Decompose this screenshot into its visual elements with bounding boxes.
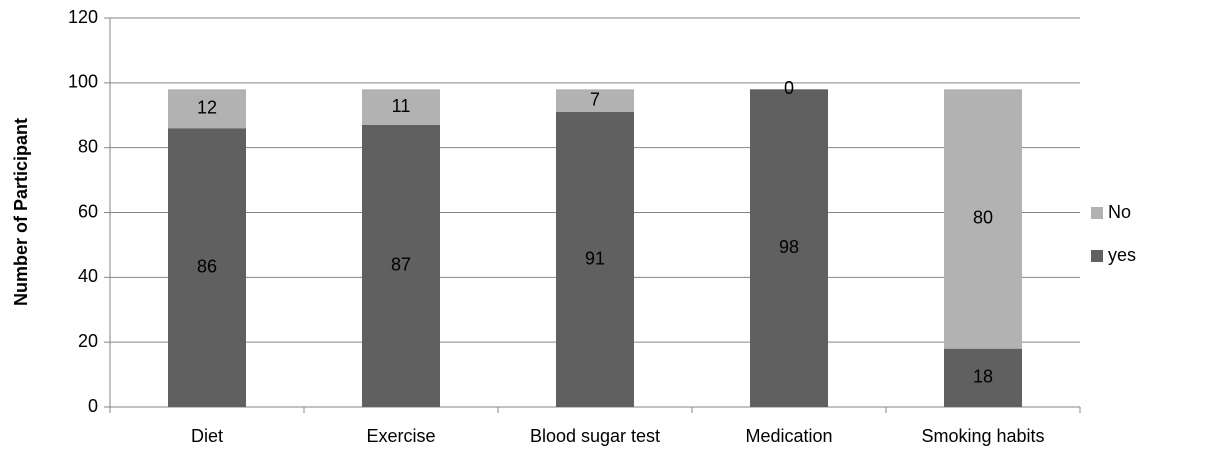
data-label: 98 bbox=[779, 237, 799, 257]
legend-swatch bbox=[1091, 207, 1103, 219]
x-tick-label: Medication bbox=[745, 426, 832, 446]
y-tick-label: 60 bbox=[78, 201, 98, 221]
x-tick-label: Smoking habits bbox=[921, 426, 1044, 446]
data-label: 11 bbox=[392, 96, 411, 116]
bar-segment bbox=[168, 128, 246, 407]
y-tick-label: 40 bbox=[78, 266, 98, 286]
y-tick-label: 0 bbox=[88, 396, 98, 416]
legend-label: yes bbox=[1108, 245, 1136, 265]
data-label: 80 bbox=[973, 208, 993, 228]
y-tick-label: 120 bbox=[68, 7, 98, 27]
bar-segment bbox=[556, 89, 634, 113]
data-label: 12 bbox=[197, 98, 217, 118]
y-tick-label: 100 bbox=[68, 72, 98, 92]
bar-segment bbox=[362, 124, 440, 407]
y-tick-label: 80 bbox=[78, 136, 98, 156]
bar-segment bbox=[944, 89, 1022, 349]
bar-segment bbox=[362, 89, 440, 125]
bar-segment bbox=[168, 89, 246, 129]
legend-label: No bbox=[1108, 202, 1131, 222]
legend-swatch bbox=[1091, 250, 1103, 262]
data-label: 87 bbox=[391, 255, 411, 275]
data-label: 0 bbox=[784, 78, 794, 98]
data-label: 7 bbox=[590, 89, 600, 109]
bar-segment bbox=[556, 112, 634, 407]
data-label: 18 bbox=[973, 367, 993, 387]
x-tick-label: Diet bbox=[191, 426, 223, 446]
x-tick-label: Exercise bbox=[366, 426, 435, 446]
x-tick-label: Blood sugar test bbox=[530, 426, 660, 446]
bar-segment bbox=[944, 348, 1022, 407]
bar-segment bbox=[750, 89, 828, 408]
data-label: 86 bbox=[197, 256, 217, 276]
y-axis-title: Number of Participant bbox=[11, 118, 31, 306]
data-label: 91 bbox=[585, 248, 605, 268]
y-tick-label: 20 bbox=[78, 331, 98, 351]
